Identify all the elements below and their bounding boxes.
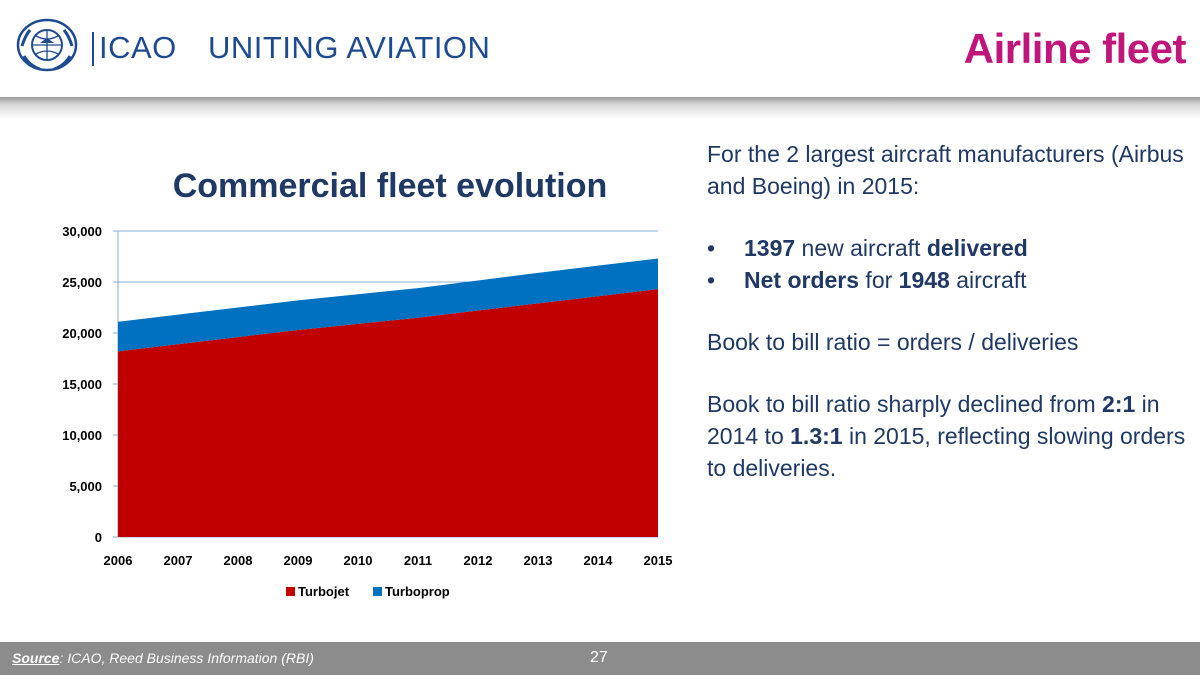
ratio-decline-paragraph: Book to bill ratio sharply declined from… — [707, 388, 1187, 484]
brand-tagline: UNITING AVIATION — [208, 30, 491, 65]
header-bar: ICAO UNITING AVIATION Airline fleet — [0, 0, 1200, 97]
brand-name: ICAO — [99, 30, 177, 65]
bullet-text: new aircraft — [795, 235, 927, 261]
y-tick-label: 20,000 — [62, 326, 102, 341]
brand-separator — [92, 32, 94, 66]
legend-label: Turboprop — [385, 584, 450, 599]
x-tick-label: 2008 — [224, 553, 253, 568]
header-divider — [0, 97, 1200, 119]
x-tick-label: 2013 — [524, 553, 553, 568]
intro-paragraph: For the 2 largest aircraft manufacturers… — [707, 141, 1184, 199]
list-item: Net orders for 1948 aircraft — [707, 264, 1187, 296]
x-tick-label: 2012 — [464, 553, 493, 568]
source-label: Source — [12, 650, 60, 666]
source-text: : ICAO, Reed Business Information (RBI) — [59, 650, 314, 666]
area-series-turbojet — [118, 289, 658, 537]
paragraph-text: in 2015, reflecting slowing orders to de… — [707, 423, 1186, 481]
x-tick-label: 2014 — [584, 553, 614, 568]
orders-count: 1948 — [898, 267, 950, 293]
footer-bar: Source: ICAO, Reed Business Information … — [0, 642, 1200, 675]
bullet-keyword: Net orders — [744, 267, 860, 293]
key-figures-list: 1397 new aircraft delivered Net orders f… — [707, 232, 1187, 296]
paragraph-text: Book to bill ratio sharply declined from — [707, 391, 1103, 417]
y-tick-label: 15,000 — [62, 377, 102, 392]
area-series-turboprop — [118, 258, 658, 352]
x-tick-label: 2007 — [164, 553, 193, 568]
summary-text: For the 2 largest aircraft manufacturers… — [707, 138, 1187, 484]
paragraph-text: in 2014 to — [707, 391, 1160, 449]
legend-swatch-turbojet — [286, 587, 295, 596]
y-tick-label: 5,000 — [69, 479, 102, 494]
legend-label: Turbojet — [298, 584, 350, 599]
bullet-keyword: delivered — [926, 235, 1028, 261]
delivered-count: 1397 — [744, 235, 796, 261]
x-tick-label: 2010 — [344, 553, 373, 568]
y-tick-label: 0 — [95, 530, 102, 545]
ratio-definition: Book to bill ratio = orders / deliveries — [707, 329, 1079, 355]
page-number: 27 — [590, 649, 608, 666]
slide-title: Airline fleet — [963, 25, 1187, 72]
chart-title: Commercial fleet evolution — [172, 167, 608, 205]
bullet-text: for — [859, 267, 899, 293]
ratio-2014: 2:1 — [1102, 391, 1136, 417]
bullet-text: aircraft — [949, 267, 1027, 293]
legend-swatch-turboprop — [373, 587, 382, 596]
y-tick-label: 30,000 — [62, 224, 102, 239]
ratio-2015: 1.3:1 — [790, 423, 843, 449]
y-tick-label: 10,000 — [62, 428, 102, 443]
list-item: 1397 new aircraft delivered — [707, 232, 1187, 264]
x-tick-label: 2009 — [284, 553, 313, 568]
x-tick-label: 2015 — [644, 553, 673, 568]
fleet-area-chart: 0 5,000 10,000 15,000 20,000 25,000 30,000 2006… — [62, 224, 673, 599]
x-tick-label: 2006 — [104, 553, 133, 568]
x-tick-label: 2011 — [404, 553, 432, 568]
source-note: Source: ICAO, Reed Business Information … — [12, 650, 314, 666]
y-tick-label: 25,000 — [62, 275, 102, 290]
icao-emblem-icon — [16, 18, 78, 72]
